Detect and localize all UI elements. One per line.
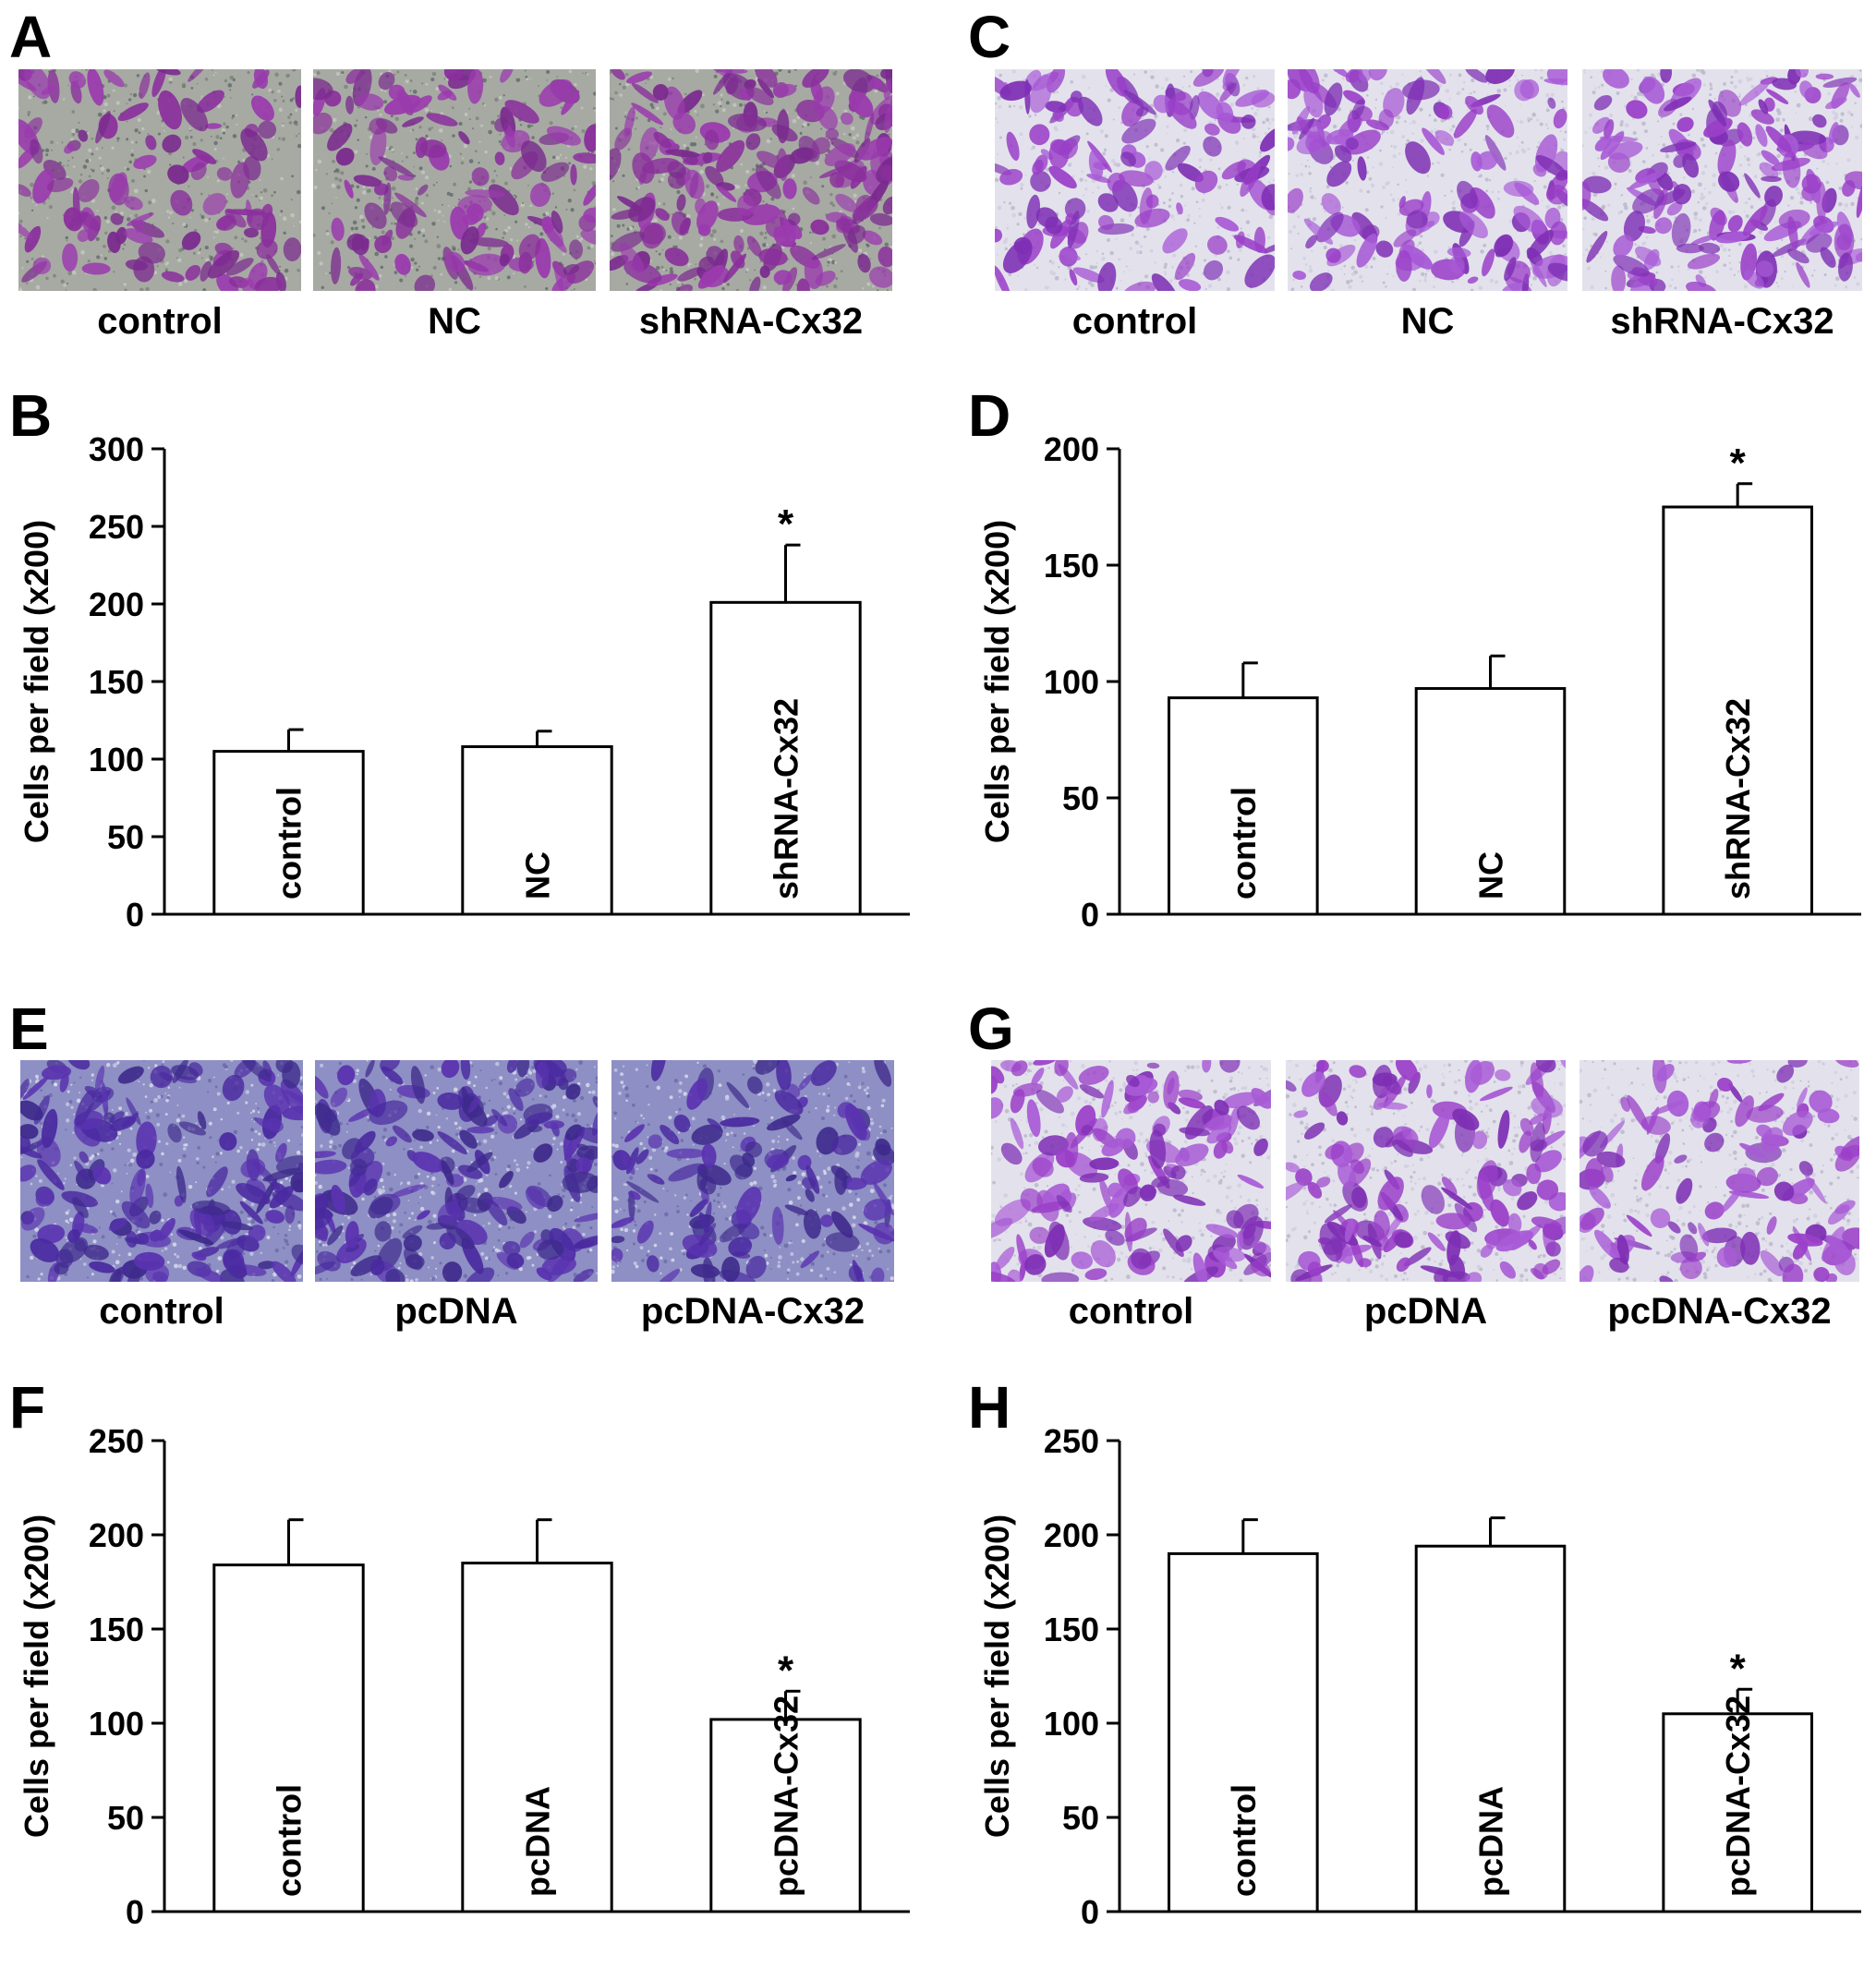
- micrograph-label-c-1: control: [1071, 301, 1198, 342]
- bar: [212, 1563, 365, 1913]
- y-tick-label: 0: [126, 1893, 144, 1931]
- bar: [1168, 1551, 1319, 1913]
- y-tick-label: 300: [89, 430, 144, 468]
- micrograph-label-e-2: pcDNA: [394, 1291, 518, 1332]
- bar: [1414, 1544, 1567, 1913]
- y-tick-label: 250: [1044, 1422, 1099, 1460]
- bar: [461, 745, 613, 916]
- y-axis-label: Cells per field (x200): [978, 1514, 1016, 1838]
- y-tick-label: 50: [107, 818, 144, 856]
- bar: [461, 1562, 613, 1913]
- micrograph-label-g-2: pcDNA: [1363, 1291, 1488, 1332]
- micrograph-a-1: [18, 69, 301, 291]
- micrograph-a-2: [313, 69, 596, 291]
- y-tick-label: 50: [1062, 1799, 1099, 1837]
- y-tick-label: 50: [1062, 779, 1099, 817]
- bar-chart-b: 0 50 100 150 200 250 300 Cells per field (x200)…: [0, 430, 924, 970]
- bar-label: pcDNA-Cx32: [1719, 1695, 1757, 1897]
- micrograph-label-g-1: control: [1068, 1291, 1194, 1332]
- micrograph-label-a-3: shRNA-Cx32: [638, 301, 864, 342]
- y-axis-label: Cells per field (x200): [18, 1514, 55, 1838]
- micrograph-label-e-3: pcDNA-Cx32: [640, 1291, 865, 1332]
- bar-label: control: [1225, 1784, 1263, 1897]
- micrograph-g-3: [1579, 1060, 1859, 1282]
- micrograph-c-2: [1288, 69, 1567, 291]
- y-tick-label: 100: [1044, 1705, 1099, 1743]
- bar-label: control: [271, 787, 309, 899]
- panel-letter-g: G: [968, 996, 1014, 1062]
- y-tick-label: 150: [1044, 1611, 1099, 1648]
- bar: [709, 1718, 862, 1913]
- bar: [1168, 696, 1319, 916]
- y-tick-label: 200: [1044, 1516, 1099, 1554]
- panel-letter-d: D: [968, 382, 1011, 449]
- micrograph-label-e-1: control: [99, 1291, 224, 1332]
- micrograph-g-1: [991, 1060, 1271, 1282]
- y-tick-label: 250: [89, 1422, 144, 1460]
- micrograph-c-1: [995, 69, 1275, 291]
- panel-letter-c: C: [968, 4, 1011, 70]
- micrograph-e-3: [611, 1060, 894, 1282]
- bar-label: shRNA-Cx32: [1719, 698, 1757, 899]
- panel-letter-a: A: [9, 4, 53, 70]
- bar-label: pcDNA-Cx32: [768, 1695, 805, 1897]
- bar: [1662, 505, 1813, 916]
- panel-letter-b: B: [9, 382, 53, 449]
- y-tick-label: 150: [1044, 547, 1099, 585]
- bar-label: pcDNA: [519, 1786, 557, 1897]
- y-tick-label: 100: [89, 741, 144, 778]
- y-tick-label: 100: [1044, 663, 1099, 701]
- y-axis-label: Cells per field (x200): [18, 520, 55, 843]
- micrograph-label-a-1: control: [97, 301, 223, 342]
- y-tick-label: 0: [1081, 1893, 1099, 1931]
- micrograph-label-c-3: shRNA-Cx32: [1610, 301, 1834, 342]
- micrograph-label-a-2: NC: [428, 301, 481, 342]
- micrograph-a-3: [610, 69, 892, 291]
- y-tick-label: 250: [89, 508, 144, 546]
- panel-letter-h: H: [968, 1374, 1011, 1441]
- bar: [1662, 1712, 1813, 1913]
- panel-letter-e: E: [9, 996, 49, 1062]
- bar-label: pcDNA: [1472, 1786, 1510, 1897]
- bar-label: NC: [519, 851, 557, 899]
- y-tick-label: 0: [126, 896, 144, 934]
- y-tick-label: 100: [89, 1705, 144, 1743]
- y-tick-label: 200: [89, 585, 144, 623]
- micrograph-e-2: [315, 1060, 598, 1282]
- bar: [1414, 687, 1567, 916]
- y-tick-label: 150: [89, 663, 144, 701]
- bar-label: NC: [1472, 851, 1510, 899]
- significance-marker: *: [778, 501, 794, 547]
- bar-chart-h: 0 50 100 150 200 250 Cells per field (x200) con…: [961, 1422, 1875, 1967]
- significance-marker: *: [1730, 1646, 1747, 1691]
- bar-label: control: [1225, 787, 1263, 899]
- panel-letter-f: F: [9, 1374, 46, 1441]
- bar-label: shRNA-Cx32: [768, 698, 805, 899]
- y-tick-label: 0: [1081, 896, 1099, 934]
- bar: [709, 600, 862, 916]
- y-tick-label: 150: [89, 1611, 144, 1648]
- micrograph-g-2: [1286, 1060, 1566, 1282]
- y-tick-label: 200: [1044, 430, 1099, 468]
- bar-chart-d: 0 50 100 150 200 Cells per field (x200) contro…: [961, 430, 1875, 970]
- y-tick-label: 50: [107, 1799, 144, 1837]
- bar-chart-f: 0 50 100 150 200 250 Cells per field (x200) con…: [0, 1422, 924, 1967]
- y-axis-label: Cells per field (x200): [978, 520, 1016, 843]
- micrograph-e-1: [20, 1060, 303, 1282]
- micrograph-c-3: [1582, 69, 1862, 291]
- significance-marker: *: [1730, 440, 1747, 486]
- micrograph-label-g-3: pcDNA-Cx32: [1607, 1291, 1832, 1332]
- y-tick-label: 200: [89, 1516, 144, 1554]
- significance-marker: *: [778, 1647, 794, 1693]
- bar-label: control: [271, 1784, 309, 1897]
- micrograph-label-c-2: NC: [1400, 301, 1455, 342]
